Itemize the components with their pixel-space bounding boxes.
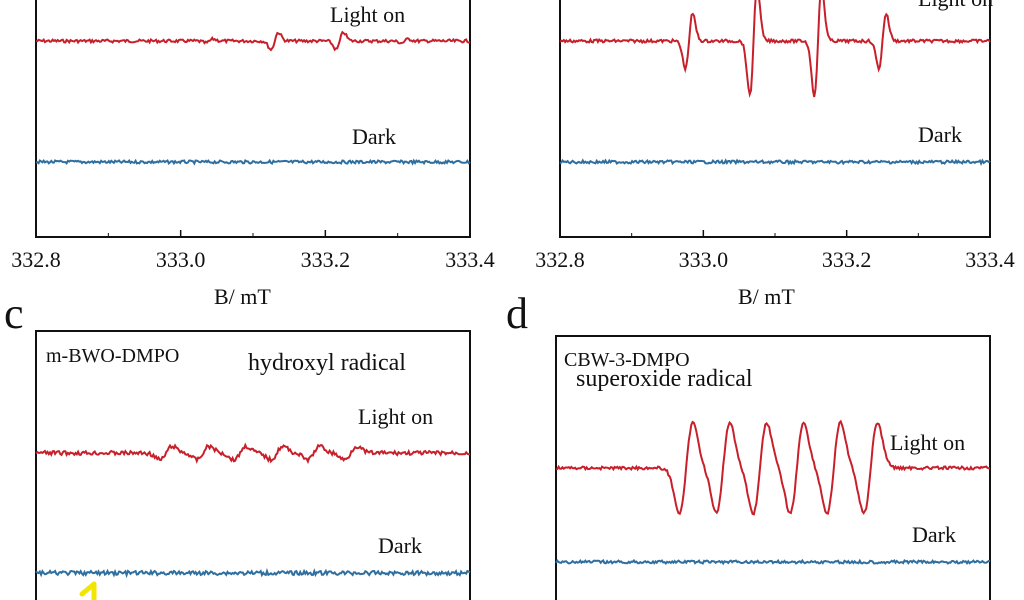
sample-label-3: CBW-3-DMPO <box>564 349 690 371</box>
x-axis-title-b: B/ mT <box>738 284 795 309</box>
series-label-light-on-2: Light on <box>358 404 433 429</box>
series-label-dark-0: Dark <box>352 124 396 149</box>
series-label-dark-2: Dark <box>378 533 422 558</box>
x-tick-label-0-1: 333.0 <box>156 247 206 272</box>
panel-letter-d: d <box>506 289 528 338</box>
series-label-dark-3: Dark <box>912 522 956 547</box>
x-tick-label-1-1: 333.0 <box>679 247 729 272</box>
trace-light-on-3 <box>555 419 991 516</box>
sample-label-2: m-BWO-DMPO <box>46 345 179 367</box>
x-tick-label-0-0: 332.8 <box>11 247 61 272</box>
x-tick-label-1-2: 333.2 <box>822 247 872 272</box>
trace-light-on-1 <box>559 0 991 99</box>
series-label-light-on-3: Light on <box>890 430 965 455</box>
trace-dark-1 <box>559 158 991 167</box>
x-tick-label-1-3: 333.4 <box>965 247 1015 272</box>
trace-light-on-0 <box>35 30 471 52</box>
x-tick-label-0-3: 333.4 <box>445 247 495 272</box>
series-label-dark-1: Dark <box>918 122 962 147</box>
radical-label-2: hydroxyl radical <box>248 350 406 376</box>
trace-light-on-2 <box>35 442 471 465</box>
trace-dark-2 <box>35 567 471 579</box>
trace-dark-3 <box>555 558 991 566</box>
series-label-light-on-0: Light on <box>330 2 405 27</box>
panel-letter-c: c <box>4 289 24 338</box>
plot-frame-2 <box>35 330 471 600</box>
x-tick-label-1-0: 332.8 <box>535 247 585 272</box>
plot-frame-0 <box>35 0 471 238</box>
radical-label-3: superoxide radical <box>576 366 753 392</box>
trace-dark-0 <box>35 158 471 166</box>
x-axis-title-a: B/ mT <box>214 284 271 309</box>
yellow-annotation-mark <box>79 581 97 600</box>
x-tick-label-0-2: 333.2 <box>301 247 351 272</box>
series-label-light-on-1: Light on <box>918 0 993 11</box>
plot-frame-1 <box>559 0 991 238</box>
